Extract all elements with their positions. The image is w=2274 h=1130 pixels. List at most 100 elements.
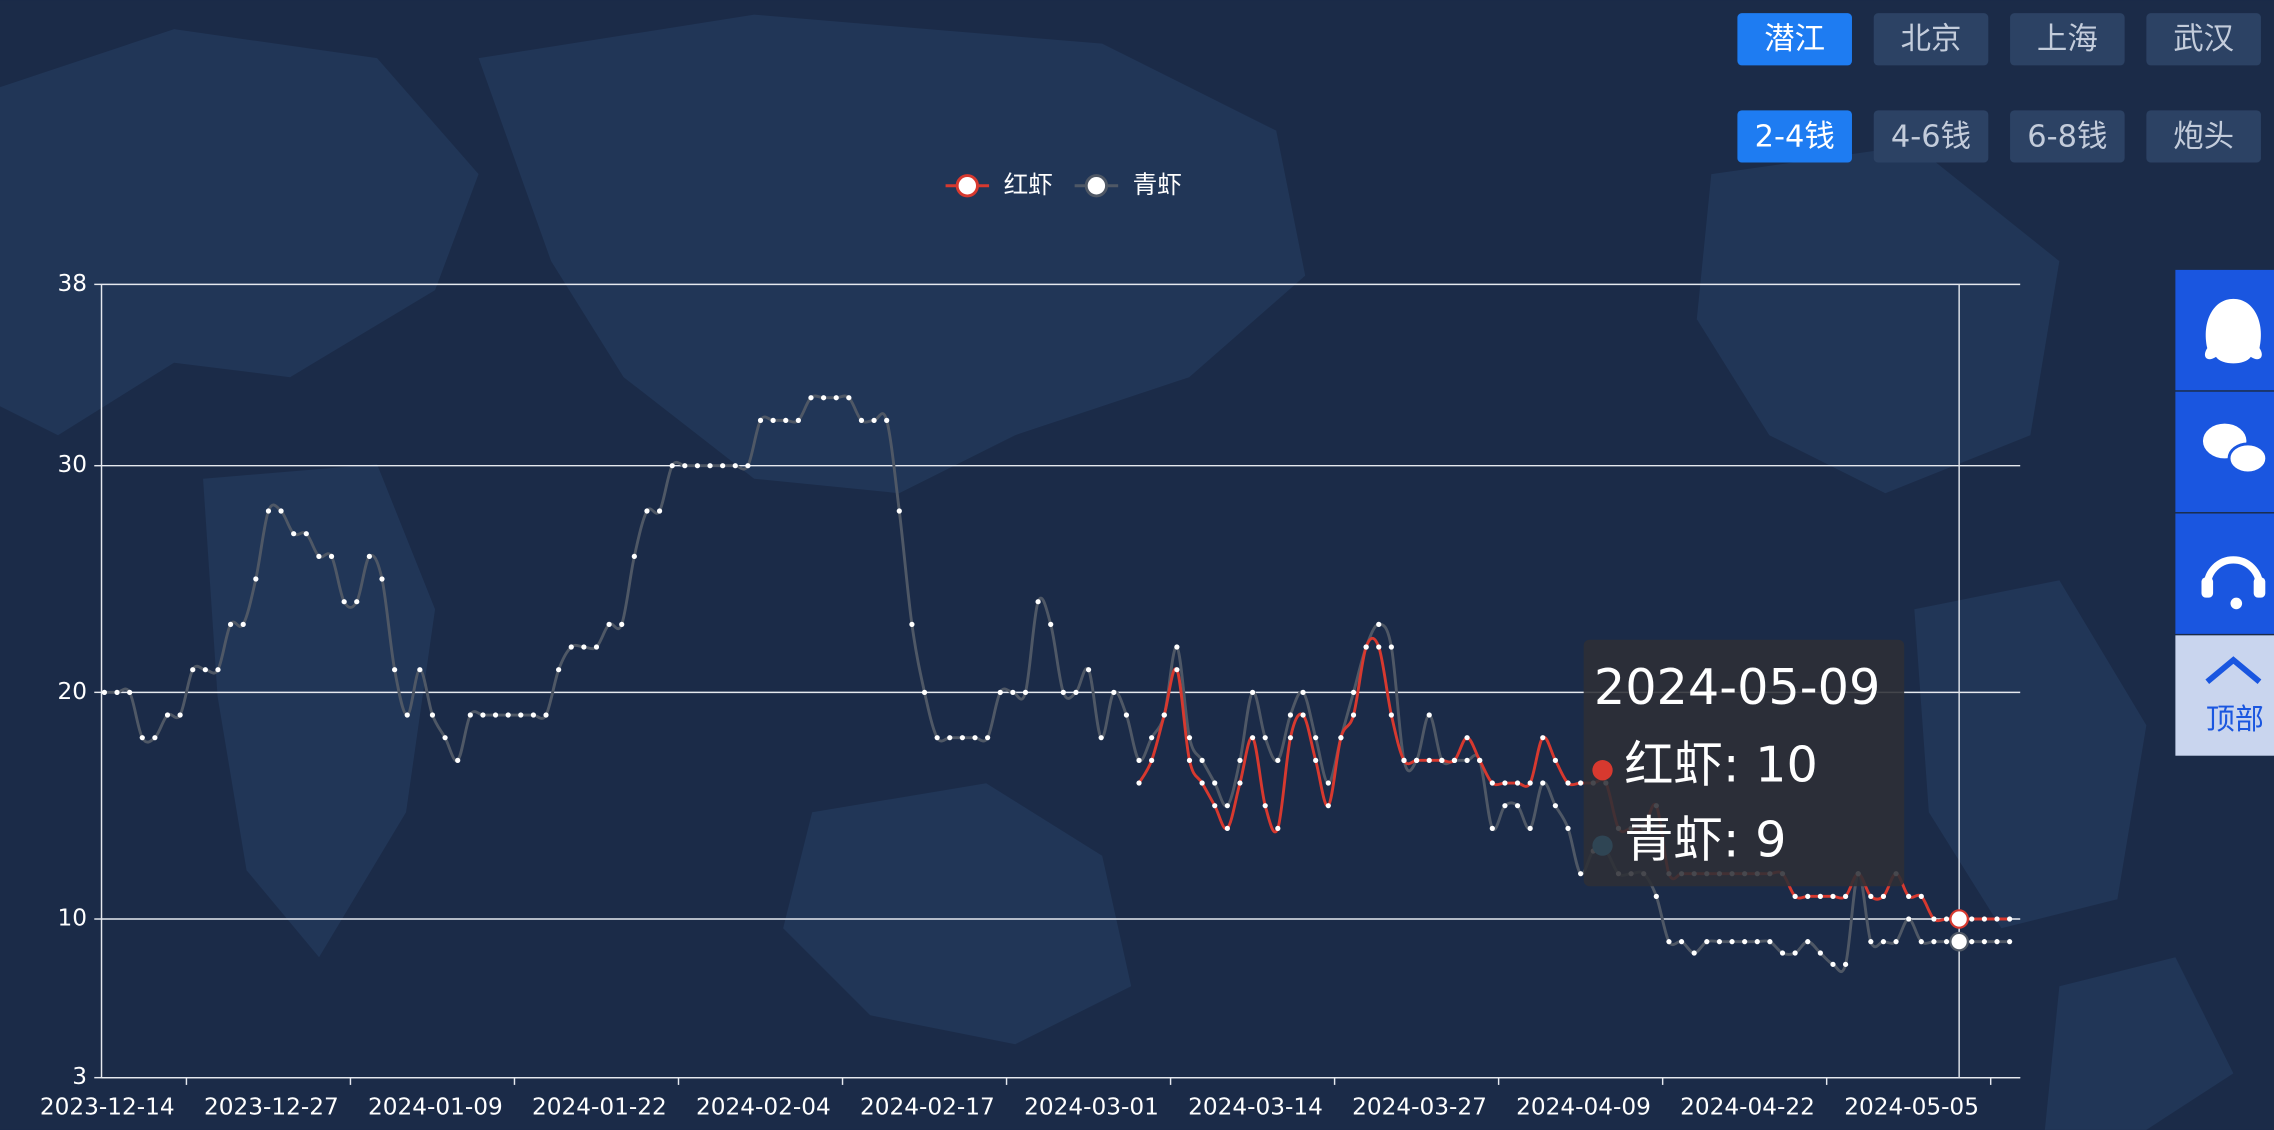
y-tick-label: 30 [57, 451, 87, 478]
data-point [1388, 644, 1394, 650]
legend-item[interactable]: 青虾 [1074, 170, 1182, 199]
button-label[interactable]: 6-8钱 [2027, 119, 2107, 154]
data-point [1514, 780, 1521, 786]
button-label[interactable]: 上海 [2037, 22, 2098, 57]
data-point [1275, 825, 1281, 831]
button-bg[interactable] [2010, 110, 2125, 163]
data-point [227, 621, 234, 627]
data-point [985, 735, 991, 741]
filter-button[interactable]: 炮头 [2146, 110, 2261, 163]
filter-button[interactable]: 2-4钱 [1737, 110, 1852, 163]
highlight-point [1949, 931, 1969, 952]
data-point [1678, 939, 1685, 945]
filter-button[interactable]: 6-8钱 [2010, 110, 2125, 163]
y-tick-label: 10 [57, 905, 87, 932]
tooltip-series-name: 青虾 [1624, 810, 1723, 868]
data-point [1325, 803, 1331, 809]
button-bg[interactable] [1737, 110, 1852, 163]
data-point [1262, 803, 1268, 809]
data-point [884, 417, 890, 423]
button-label[interactable]: 武汉 [2173, 22, 2234, 57]
button-label[interactable]: 2-4钱 [1755, 119, 1835, 154]
top-label[interactable]: 顶部 [2206, 702, 2264, 736]
service-button[interactable] [2175, 513, 2274, 634]
data-point [556, 667, 562, 673]
button-bg[interactable] [2146, 13, 2261, 66]
filter-button[interactable]: 潜江 [1737, 13, 1852, 66]
data-point [139, 735, 145, 741]
data-point [1716, 939, 1723, 945]
button-label[interactable]: 北京 [1901, 22, 1962, 57]
data-point [2007, 939, 2013, 945]
data-point [1830, 961, 1836, 967]
data-point [947, 735, 953, 741]
button-bg[interactable] [1873, 13, 1989, 66]
legend-marker[interactable] [955, 174, 979, 198]
wechat-button[interactable] [2175, 391, 2274, 513]
button-label[interactable]: 潜江 [1764, 22, 1825, 57]
back-to-top[interactable]: 顶部 [2175, 635, 2274, 756]
data-point [429, 712, 436, 718]
legend-item[interactable]: 红虾 [945, 170, 1053, 199]
legend: 红虾 青虾 [945, 170, 1182, 199]
data-point [1943, 916, 1950, 922]
button-bg[interactable] [2146, 110, 2261, 163]
button-bg[interactable] [1737, 13, 1852, 66]
x-tick-label: 2024-03-01 [1024, 1094, 1159, 1121]
data-point [593, 644, 600, 650]
data-point [694, 463, 701, 469]
filter-button[interactable]: 北京 [1873, 13, 1989, 66]
data-point [1754, 939, 1760, 945]
data-point [1010, 689, 1016, 695]
data-point [1704, 939, 1710, 945]
x-tick-label: 2024-05-05 [1844, 1094, 1979, 1121]
tooltip-marker [1592, 835, 1613, 856]
data-point [1578, 871, 1584, 877]
filter-button[interactable]: 武汉 [2146, 13, 2261, 66]
data-point [492, 712, 499, 718]
data-point [1085, 667, 1092, 673]
data-point [757, 417, 764, 423]
data-point [1426, 757, 1432, 763]
data-point [1149, 735, 1155, 741]
data-point [127, 689, 133, 695]
data-point [1376, 621, 1382, 627]
data-point [1842, 961, 1849, 967]
filter-button[interactable]: 4-6钱 [1873, 110, 1989, 163]
data-point [1212, 780, 1218, 786]
data-point [1527, 825, 1533, 831]
data-point [1906, 916, 1912, 922]
x-tick-label: 2024-04-22 [1680, 1094, 1815, 1121]
data-point [1868, 939, 1874, 945]
data-point [1527, 780, 1533, 786]
data-point [1035, 599, 1041, 605]
button-bg[interactable] [1873, 110, 1989, 163]
button-label[interactable]: 4-6钱 [1891, 119, 1971, 154]
data-point [1249, 689, 1256, 695]
data-point [1300, 689, 1306, 695]
data-point [1237, 780, 1243, 786]
data-point [1022, 689, 1029, 695]
data-point [1981, 916, 1987, 922]
y-tick-label: 38 [57, 270, 87, 297]
tooltip-entry: 青虾: 9 [1624, 810, 1786, 868]
filter-buttons: 潜江 北京 上海 武汉 2-4钱 4-6钱 6-8钱 炮头 [1737, 13, 2261, 163]
data-point [455, 757, 461, 763]
data-point [190, 667, 196, 673]
data-point [1464, 757, 1470, 763]
data-point [518, 712, 524, 718]
qq-button[interactable] [2175, 269, 2274, 391]
data-point [745, 463, 751, 469]
sidebar: 顶部 [2175, 269, 2274, 756]
legend-label[interactable]: 青虾 [1133, 170, 1182, 199]
data-point [1413, 757, 1420, 763]
filter-button[interactable]: 上海 [2010, 13, 2125, 66]
data-point [1729, 939, 1735, 945]
legend-label[interactable]: 红虾 [1004, 170, 1053, 199]
data-point [530, 712, 537, 718]
button-bg[interactable] [2010, 13, 2125, 66]
legend-marker[interactable] [1084, 174, 1108, 198]
button-label[interactable]: 炮头 [2173, 119, 2234, 154]
